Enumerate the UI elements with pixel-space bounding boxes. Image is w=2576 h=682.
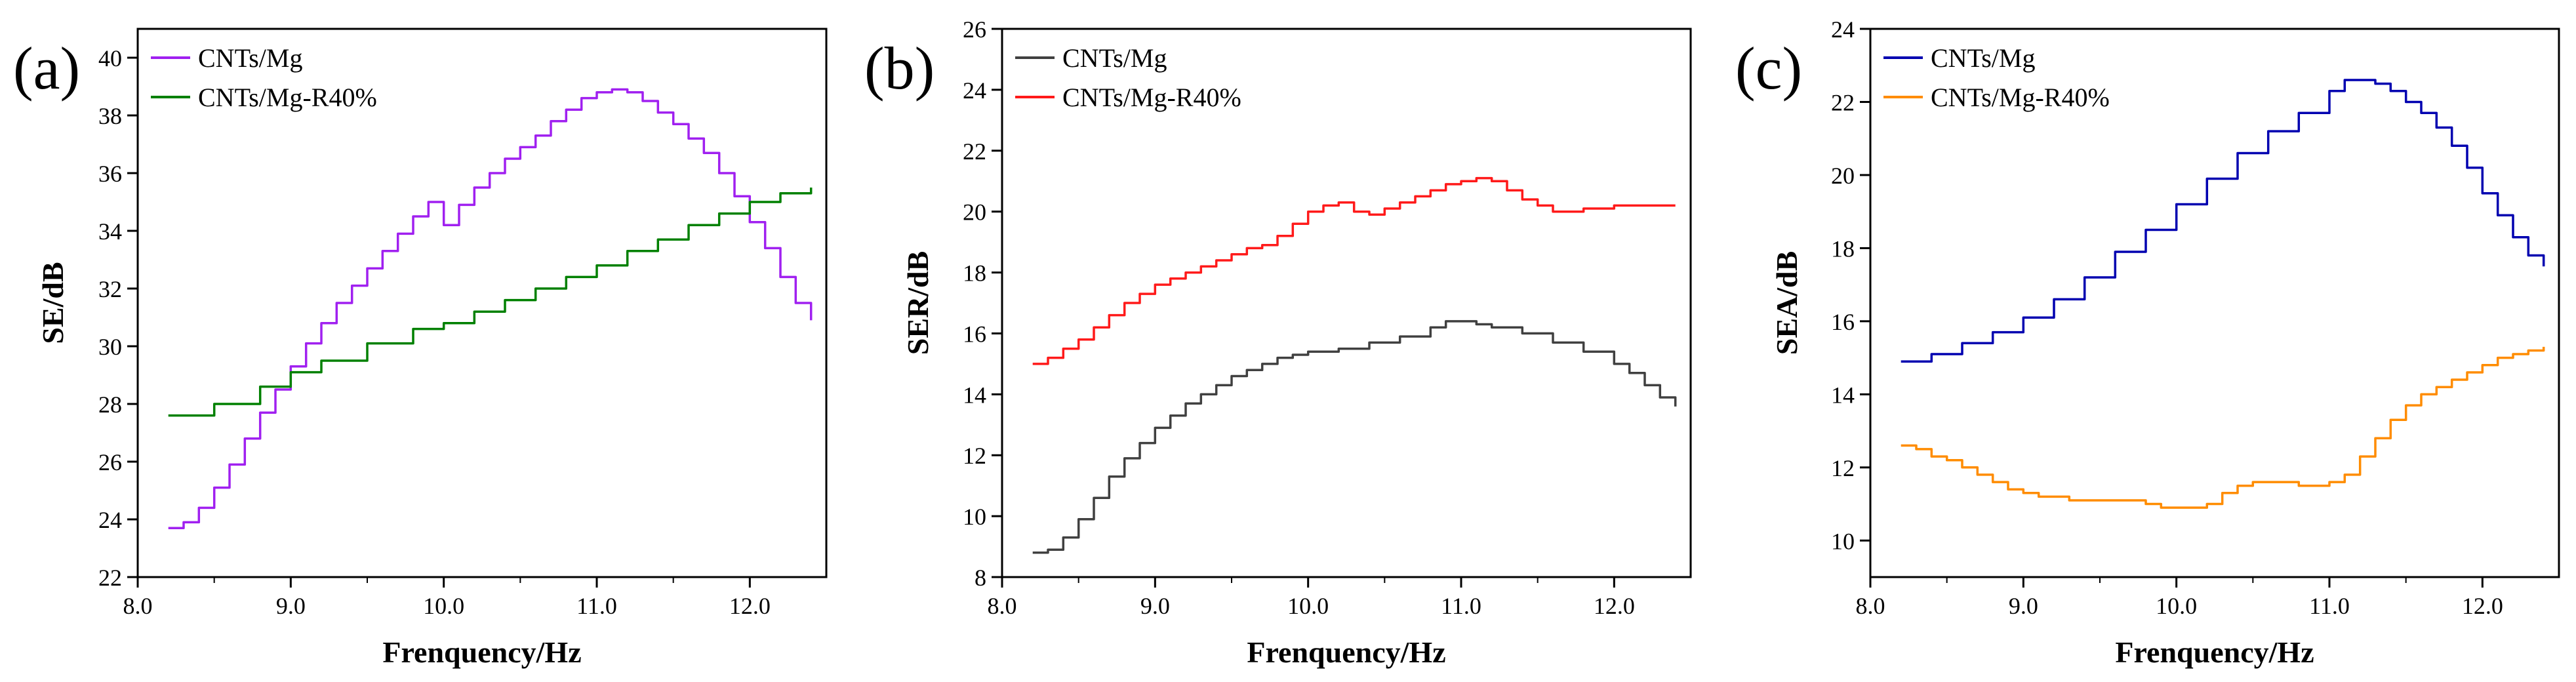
panel-c-y-tick-label: 20 bbox=[1831, 163, 1855, 189]
panel-b-series-2-line bbox=[1032, 176, 1676, 365]
panel-c-y-tick-label: 14 bbox=[1831, 382, 1855, 408]
panel-b-y-tick-label: 12 bbox=[963, 443, 986, 469]
panel-c-x-tick-label: 12.0 bbox=[2462, 593, 2503, 619]
panel-c: (c) 8.0 9.0 10.0 11.0 12.0 1012141618202224 … bbox=[1735, 16, 2560, 669]
panel-c-y-tick-label: 22 bbox=[1831, 89, 1855, 115]
panel-b-y-tick-label: 22 bbox=[963, 138, 986, 165]
panel-a-legend-label-2: CNTs/Mg-R40% bbox=[198, 83, 377, 112]
panel-b-y-tick-label: 24 bbox=[963, 77, 986, 104]
panel-b-y-axis-title: SER/dB bbox=[901, 251, 935, 355]
panel-b-series-1-line bbox=[1032, 320, 1677, 554]
panel-a-y-tick-label: 30 bbox=[98, 334, 122, 360]
panel-c-letter: (c) bbox=[1735, 35, 1802, 102]
panel-b-legend-label-1: CNTs/Mg bbox=[1062, 43, 1167, 73]
panel-b-series bbox=[1032, 176, 1677, 554]
panel-a-series bbox=[168, 88, 813, 529]
panel-c-legend-label-1: CNTs/Mg bbox=[1931, 43, 2035, 73]
panel-a-x-tick-label: 9.0 bbox=[276, 593, 306, 619]
panel-c-x-tick-label: 10.0 bbox=[2156, 593, 2197, 619]
panel-a: (a) 8.0 9.0 10.0 11.0 12.0 22 24 26 28 30 32 34 36 3… bbox=[13, 28, 828, 669]
panel-c-y-tick-label: 10 bbox=[1831, 528, 1855, 554]
panel-c-y-ticks: 10 12 14 16 18 20 22 24 bbox=[1831, 16, 1870, 554]
panel-c-x-ticks: 8.0 9.0 10.0 11.0 12.0 bbox=[1856, 577, 2503, 619]
panel-c-x-tick-label: 11.0 bbox=[2309, 593, 2350, 619]
panel-b-y-tick-label: 26 bbox=[963, 16, 986, 43]
panel-b-x-tick-label: 12.0 bbox=[1594, 593, 1635, 619]
panel-b-plot-frame bbox=[1001, 28, 1692, 578]
panel-a-y-tick-label: 22 bbox=[98, 565, 122, 591]
panel-b-y-tick-label: 10 bbox=[963, 504, 986, 530]
panel-a-letter: (a) bbox=[13, 35, 80, 102]
panel-c-y-tick-label: 12 bbox=[1831, 455, 1855, 481]
panel-b-y-tick-label: 14 bbox=[963, 382, 986, 408]
panel-c-y-tick-label: 18 bbox=[1831, 235, 1855, 262]
panel-b-y-tick-label: 20 bbox=[963, 199, 986, 226]
panel-c-y-tick-label: 16 bbox=[1831, 309, 1855, 335]
panel-b-x-ticks: 8.0 9.0 10.0 11.0 12.0 bbox=[988, 577, 1635, 619]
panel-a-y-tick-label: 24 bbox=[98, 507, 122, 533]
panel-c-x-tick-label: 8.0 bbox=[1856, 593, 1885, 619]
panel-c-x-tick-label: 9.0 bbox=[2009, 593, 2038, 619]
panel-a-legend: CNTs/Mg CNTs/Mg-R40% bbox=[151, 43, 377, 112]
panel-a-y-axis-title: SE/dB bbox=[36, 262, 70, 344]
panel-b-x-tick-label: 10.0 bbox=[1287, 593, 1329, 619]
panel-a-y-ticks: 22 24 26 28 30 32 34 36 38 40 bbox=[98, 45, 138, 591]
panel-a-y-tick-label: 40 bbox=[98, 45, 122, 71]
panel-c-x-axis-title: Frenquency/Hz bbox=[2115, 635, 2314, 669]
panel-a-y-tick-label: 26 bbox=[98, 449, 122, 475]
panel-c-series bbox=[1901, 79, 2545, 509]
panel-a-x-tick-label: 11.0 bbox=[576, 593, 617, 619]
panel-b-x-axis-title: Frenquency/Hz bbox=[1247, 635, 1445, 669]
panel-c-y-tick-label: 24 bbox=[1831, 16, 1855, 43]
panel-b-y-tick-label: 8 bbox=[975, 565, 986, 591]
panel-a-y-tick-label: 34 bbox=[98, 218, 122, 245]
panel-c-legend-label-2: CNTs/Mg-R40% bbox=[1931, 83, 2110, 112]
panel-a-legend-label-1: CNTs/Mg bbox=[198, 43, 302, 73]
panel-a-x-tick-label: 12.0 bbox=[729, 593, 771, 619]
panel-b-letter: (b) bbox=[864, 35, 935, 102]
panel-a-x-axis-title: Frenquency/Hz bbox=[382, 635, 581, 669]
panel-c-legend: CNTs/Mg CNTs/Mg-R40% bbox=[1883, 43, 2110, 112]
panel-a-series-2-line bbox=[168, 188, 813, 417]
panel-a-y-tick-label: 38 bbox=[98, 103, 122, 129]
panel-a-x-tick-label: 10.0 bbox=[423, 593, 464, 619]
panel-b-x-tick-label: 8.0 bbox=[988, 593, 1017, 619]
panel-b: (b) 8.0 9.0 10.0 11.0 12.0 8 10 12 14 16 18 20 22 24… bbox=[864, 16, 1692, 669]
panel-a-y-tick-label: 32 bbox=[98, 276, 122, 302]
panel-a-series-1-line bbox=[168, 88, 813, 529]
panel-c-plot-frame bbox=[1869, 28, 2560, 578]
panel-b-x-tick-label: 9.0 bbox=[1140, 593, 1170, 619]
panel-b-y-ticks: 8 10 12 14 16 18 20 22 24 26 bbox=[963, 16, 1002, 591]
panel-a-x-ticks: 8.0 9.0 10.0 11.0 12.0 bbox=[123, 577, 771, 619]
panel-b-y-tick-label: 16 bbox=[963, 321, 986, 347]
panel-a-y-tick-label: 28 bbox=[98, 391, 122, 418]
panel-b-legend: CNTs/Mg CNTs/Mg-R40% bbox=[1015, 43, 1241, 112]
panel-a-plot-frame bbox=[136, 28, 828, 578]
panel-a-x-tick-label: 8.0 bbox=[123, 593, 153, 619]
panel-b-y-tick-label: 18 bbox=[963, 260, 986, 287]
panel-c-series-1-line bbox=[1901, 79, 2545, 363]
panel-a-y-tick-label: 36 bbox=[98, 161, 122, 187]
panel-b-x-tick-label: 11.0 bbox=[1441, 593, 1481, 619]
panel-c-y-axis-title: SEA/dB bbox=[1770, 251, 1803, 355]
panel-b-legend-label-2: CNTs/Mg-R40% bbox=[1062, 83, 1241, 112]
panel-c-series-2-line bbox=[1901, 346, 2545, 509]
